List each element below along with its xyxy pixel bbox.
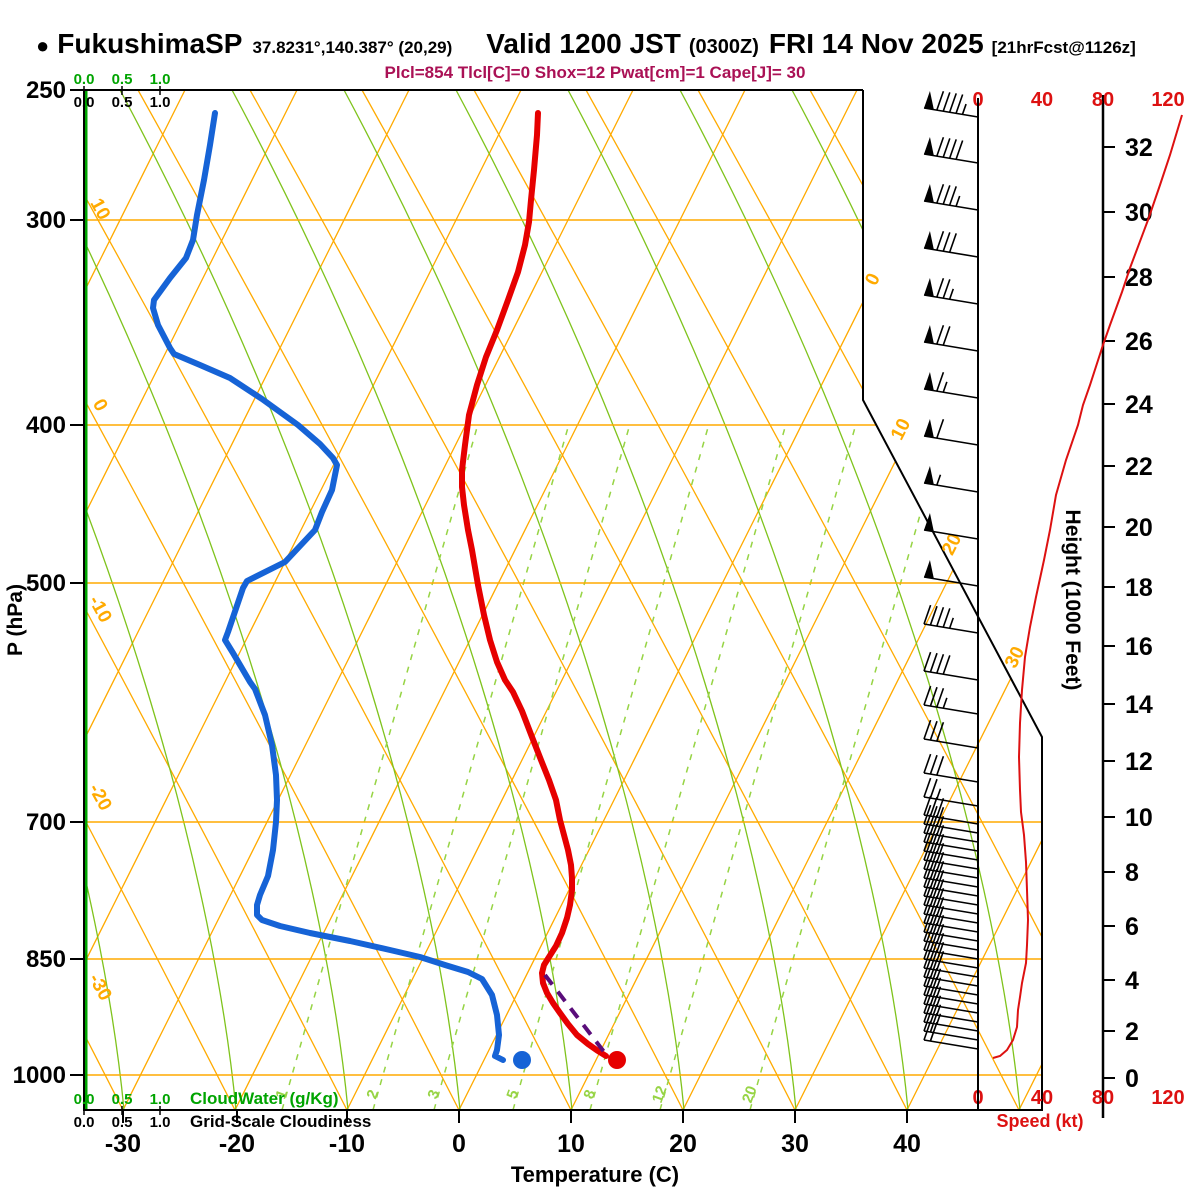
forecast-lead: [21hrFcst@1126z] — [991, 38, 1136, 57]
svg-text:16: 16 — [1125, 633, 1153, 661]
valid-time-zulu: (0300Z) — [688, 36, 759, 58]
surface-temperature-dot — [608, 1051, 626, 1069]
svg-text:300: 300 — [26, 207, 66, 234]
temperature-axis: -30 -20 -10 0 10 20 30 40 Temperature (C) — [105, 1110, 921, 1187]
svg-text:Grid-Scale Cloudiness: Grid-Scale Cloudiness — [190, 1112, 371, 1131]
svg-text:120: 120 — [1151, 89, 1184, 111]
svg-text:Height (1000 Feet): Height (1000 Feet) — [1061, 510, 1084, 691]
svg-text:1.0: 1.0 — [150, 94, 171, 111]
svg-text:30: 30 — [781, 1130, 809, 1158]
pressure-axis: 250 300 400 500 700 850 1000 P (hPa) — [4, 77, 84, 1089]
dry-adiabat-grid — [84, 90, 1042, 1110]
svg-text:20: 20 — [1125, 514, 1153, 542]
svg-text:500: 500 — [26, 570, 66, 597]
wind-barbs — [923, 91, 979, 1110]
svg-text:12: 12 — [649, 1084, 671, 1105]
svg-text:0: 0 — [452, 1130, 466, 1158]
svg-text:12: 12 — [1125, 748, 1153, 776]
svg-text:26: 26 — [1125, 328, 1153, 356]
station-coordinates: 37.8231°,140.387° (20,29) — [252, 38, 453, 57]
stability-parameters: Plcl=854 Tlcl[C]=0 Shox=12 Pwat[cm]=1 Ca… — [384, 63, 806, 82]
svg-text:10: 10 — [557, 1130, 585, 1158]
svg-text:CloudWater (g/Kg): CloudWater (g/Kg) — [190, 1089, 339, 1108]
dewpoint-curve — [150, 110, 506, 1063]
svg-text:20: 20 — [739, 1084, 761, 1105]
svg-text:-10: -10 — [84, 592, 116, 626]
svg-text:10: 10 — [1125, 804, 1153, 832]
svg-text:0.5: 0.5 — [112, 71, 133, 88]
plot-area — [84, 90, 1042, 1110]
svg-text:0.5: 0.5 — [112, 1114, 133, 1131]
svg-text:-30: -30 — [84, 970, 116, 1004]
svg-text:40: 40 — [1031, 89, 1053, 111]
svg-text:-30: -30 — [105, 1130, 141, 1158]
svg-text:80: 80 — [1092, 1087, 1114, 1109]
svg-text:6: 6 — [1125, 913, 1139, 941]
svg-text:1000: 1000 — [13, 1062, 66, 1089]
svg-text:40: 40 — [893, 1130, 921, 1158]
svg-text:1.0: 1.0 — [150, 1091, 171, 1108]
svg-text:0: 0 — [861, 270, 885, 289]
svg-text:-10: -10 — [329, 1130, 365, 1158]
title-bar: ● FukushimaSP 37.8231°,140.387° (20,29) … — [36, 28, 1136, 60]
svg-text:2: 2 — [1125, 1018, 1139, 1046]
svg-text:0.0: 0.0 — [74, 1091, 95, 1108]
svg-text:1.0: 1.0 — [150, 71, 171, 88]
svg-text:P (hPa): P (hPa) — [4, 584, 27, 656]
svg-text:-20: -20 — [84, 780, 116, 814]
pressure-gridlines — [84, 219, 1042, 1076]
svg-text:40: 40 — [1031, 1087, 1053, 1109]
valid-time: Valid 1200 JST — [486, 28, 681, 59]
svg-text:120: 120 — [1151, 1087, 1184, 1109]
svg-text:0: 0 — [88, 396, 111, 415]
wind-speed-curve — [992, 114, 1183, 1059]
svg-text:22: 22 — [1125, 453, 1153, 481]
svg-text:850: 850 — [26, 946, 66, 973]
station-bullet-icon: ● — [36, 33, 50, 58]
svg-text:700: 700 — [26, 809, 66, 836]
svg-text:8: 8 — [580, 1088, 599, 1102]
svg-text:0.0: 0.0 — [74, 1114, 95, 1131]
svg-text:-20: -20 — [219, 1130, 255, 1158]
svg-text:0.5: 0.5 — [112, 94, 133, 111]
svg-text:24: 24 — [1125, 391, 1153, 419]
station-name: FukushimaSP — [57, 28, 243, 59]
svg-text:14: 14 — [1125, 691, 1153, 719]
isotherm-grid — [84, 90, 1042, 1110]
surface-dots — [513, 1051, 626, 1069]
svg-text:5: 5 — [503, 1088, 522, 1102]
svg-text:18: 18 — [1125, 574, 1153, 602]
svg-text:0.5: 0.5 — [112, 1091, 133, 1108]
svg-text:0.0: 0.0 — [74, 71, 95, 88]
parcel-path — [543, 973, 610, 1059]
plot-border — [83, 89, 1043, 1111]
svg-text:250: 250 — [26, 77, 66, 104]
svg-text:8: 8 — [1125, 859, 1139, 887]
surface-dewpoint-dot — [513, 1051, 531, 1069]
svg-text:Temperature (C): Temperature (C) — [511, 1162, 679, 1187]
svg-text:1.0: 1.0 — [150, 1114, 171, 1131]
svg-text:30: 30 — [1125, 199, 1153, 227]
svg-text:3: 3 — [424, 1088, 443, 1102]
svg-text:4: 4 — [1125, 967, 1139, 995]
speed-axis: 0040408080120120Speed (kt) — [972, 89, 1184, 1131]
cloud-scale-rows: 0.0 0.0 0.0 0.0 0.5 0.5 0.5 0.5 1.0 1.0 1.0 1.0 Clou… — [74, 71, 372, 1131]
svg-text:32: 32 — [1125, 134, 1153, 162]
svg-text:0.0: 0.0 — [74, 94, 95, 111]
valid-date: FRI 14 Nov 2025 — [768, 28, 984, 59]
svg-text:Speed (kt): Speed (kt) — [996, 1111, 1083, 1131]
svg-text:0: 0 — [1125, 1065, 1139, 1093]
temperature-curve — [459, 110, 609, 1059]
svg-text:10: 10 — [887, 415, 915, 443]
svg-text:20: 20 — [669, 1130, 697, 1158]
svg-text:400: 400 — [26, 412, 66, 439]
svg-text:80: 80 — [1092, 89, 1114, 111]
svg-text:2: 2 — [363, 1088, 382, 1102]
